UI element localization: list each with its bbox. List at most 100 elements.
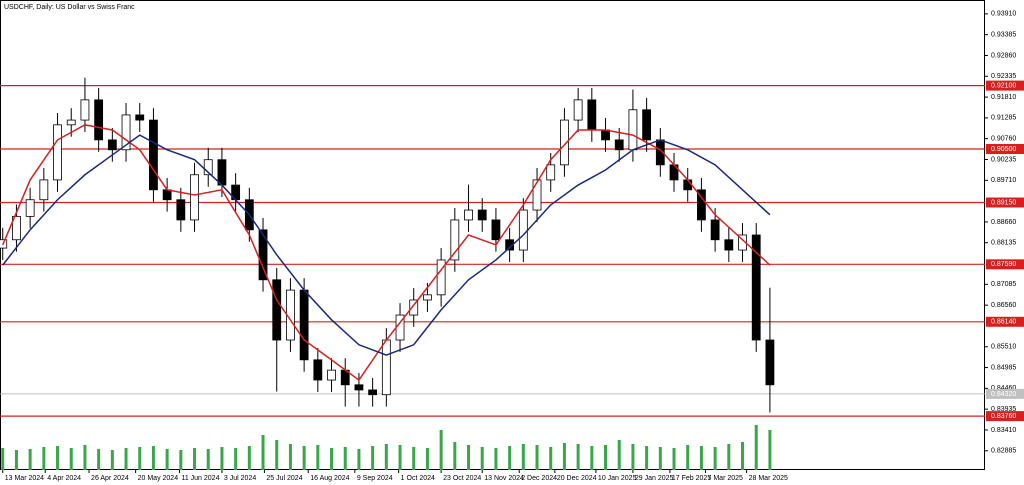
candle-body <box>258 229 268 281</box>
x-tick-label: 1 Oct 2024 <box>401 475 435 482</box>
y-tick-label: 0.93385 <box>991 32 1016 39</box>
volume-bar <box>165 449 169 470</box>
candle-body <box>546 164 556 181</box>
candle-body <box>53 124 62 181</box>
level-tag <box>986 316 1024 327</box>
level-label: 0.90500 <box>991 146 1016 153</box>
candle-body <box>217 159 227 186</box>
x-tick-label: 25 Jul 2024 <box>266 475 302 482</box>
y-tick-label: 0.90235 <box>991 156 1016 163</box>
level-label: 0.83760 <box>991 413 1016 420</box>
volume-bar <box>425 448 429 470</box>
candle-body <box>66 119 76 126</box>
candle-body <box>368 389 378 396</box>
volume-bar <box>110 450 114 470</box>
level-tag <box>986 259 1024 270</box>
x-tick-label: 9 Sep 2024 <box>357 475 393 482</box>
candle-body <box>354 384 364 391</box>
volume-bar <box>384 444 388 470</box>
volume-bar <box>590 446 594 470</box>
volume-bar <box>1 448 5 470</box>
candle-body <box>121 114 131 151</box>
x-tick-label: 2 Dec 2024 <box>521 475 557 482</box>
volume-bar <box>220 447 224 470</box>
candle-body <box>532 179 542 211</box>
candle-body <box>477 209 487 221</box>
volume-bar <box>138 447 142 470</box>
level-tag <box>986 144 1024 155</box>
current-price-label: 0.84320 <box>991 391 1016 398</box>
volume-bar <box>631 444 635 470</box>
candle-body <box>313 359 323 381</box>
candle-body <box>587 99 597 131</box>
x-tick-label: 20 May 2024 <box>138 475 179 482</box>
volume-bar <box>398 445 402 470</box>
y-tick-label: 0.86560 <box>991 302 1016 309</box>
candle-body <box>107 139 117 151</box>
candle-body <box>272 279 282 341</box>
volume-bar <box>439 430 443 470</box>
candle-body <box>683 179 693 191</box>
y-tick-label: 0.88660 <box>991 219 1016 226</box>
candle-body <box>491 219 501 241</box>
volume-bar <box>508 446 512 470</box>
chart-title: USDCHF, Daily: US Dollar vs Swiss Franc <box>4 4 135 11</box>
volume-bar <box>193 448 197 470</box>
candle-body <box>423 294 432 301</box>
y-tick-label: 0.84460 <box>991 385 1016 392</box>
volume-bar <box>713 447 717 470</box>
volume-bar <box>330 448 334 470</box>
volume-bar <box>316 445 320 470</box>
y-tick-label: 0.87085 <box>991 281 1016 288</box>
volume-bar <box>14 450 18 470</box>
candle-body <box>505 239 515 251</box>
volume-bar <box>97 449 101 470</box>
candle-body <box>724 239 734 251</box>
volume-bar <box>371 446 375 470</box>
volume-bar <box>549 447 553 470</box>
y-tick-label: 0.83410 <box>991 427 1016 434</box>
volume-bar <box>83 445 87 470</box>
candle-body <box>436 259 446 296</box>
volume-bar <box>686 445 690 470</box>
level-label: 0.87590 <box>991 261 1016 268</box>
y-tick-label: 0.91285 <box>991 115 1016 122</box>
volume-bar <box>741 442 745 470</box>
candle-body <box>135 114 145 121</box>
candle-body <box>518 209 528 251</box>
volume-bar <box>234 448 238 470</box>
candle-body <box>628 109 638 151</box>
candle-body <box>94 99 104 141</box>
y-tick-label: 0.82885 <box>991 448 1016 455</box>
candle-body <box>299 289 309 361</box>
volume-bar <box>562 443 566 470</box>
candle-body <box>190 174 199 221</box>
candle-body <box>327 369 336 381</box>
volume-bar <box>343 447 347 470</box>
volume-bar <box>480 447 484 470</box>
x-tick-label: 16 Aug 2024 <box>310 475 349 482</box>
x-tick-label: 10 Jan 2025 <box>598 475 637 482</box>
y-tick-label: 0.84985 <box>991 364 1016 371</box>
candle-body <box>642 109 652 141</box>
candle-body <box>751 234 761 341</box>
volume-bar <box>617 440 621 470</box>
candle-body <box>765 339 775 386</box>
candle-body <box>697 189 706 221</box>
volume-bar <box>699 446 703 470</box>
volume-bar <box>467 445 471 470</box>
candle-body <box>176 199 186 221</box>
x-tick-label: 13 Nov 2024 <box>484 475 524 482</box>
level-tag <box>986 80 1024 91</box>
volume-bar <box>645 446 649 470</box>
volume-bar <box>42 447 46 470</box>
x-tick-label: 4 Apr 2024 <box>47 475 81 482</box>
y-tick-label: 0.93910 <box>991 11 1016 18</box>
candle-body <box>162 189 172 201</box>
x-tick-label: 29 Jan 2025 <box>635 475 674 482</box>
volume-bar <box>727 444 731 470</box>
volume-bar <box>179 450 183 470</box>
candle-body <box>560 119 569 166</box>
y-tick-label: 0.91810 <box>991 94 1016 101</box>
x-tick-label: 20 Dec 2024 <box>557 475 597 482</box>
